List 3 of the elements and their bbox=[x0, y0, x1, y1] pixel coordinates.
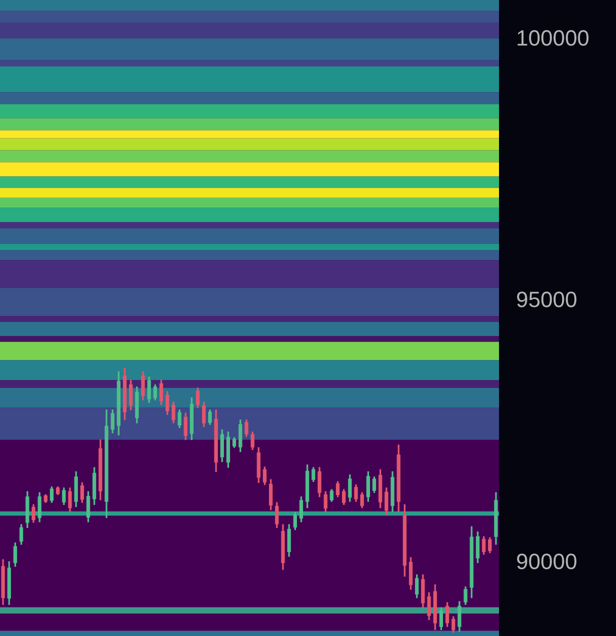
y-tick-label: 100000 bbox=[516, 25, 590, 50]
y-tick-label: 90000 bbox=[516, 548, 578, 574]
y-tick-label: 95000 bbox=[516, 287, 578, 312]
